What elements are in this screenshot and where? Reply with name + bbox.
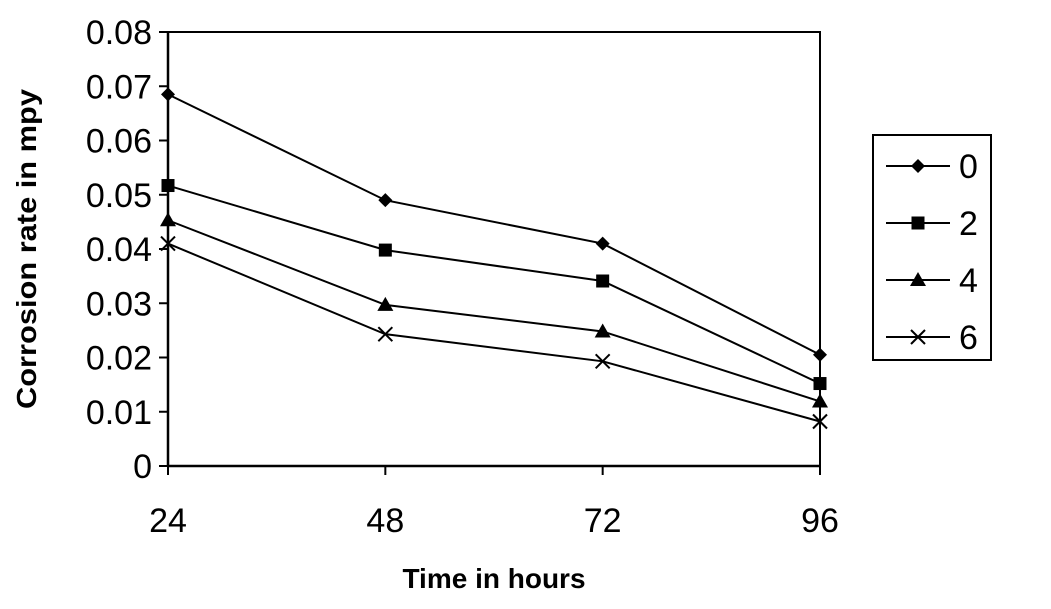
data-point	[812, 413, 828, 430]
legend-label: 4	[959, 262, 978, 300]
x-tick-label: 24	[149, 502, 187, 540]
legend-label: 0	[959, 148, 978, 186]
data-point	[594, 323, 611, 338]
legend-item: 6	[886, 319, 978, 357]
legend-marker	[910, 272, 926, 286]
data-point	[812, 393, 828, 408]
plot-area	[167, 31, 821, 467]
legend: 0 2 4 6	[872, 134, 992, 361]
series-4	[160, 212, 828, 408]
y-tick-label: 0.06	[86, 123, 152, 161]
legend-marker	[911, 216, 925, 230]
x-tick-label: 96	[801, 502, 839, 540]
data-point	[594, 353, 611, 370]
y-tick-group: 0 0.01 0.02 0.03 0.04 0.05 0.06 0.07 0.08	[86, 14, 168, 486]
y-tick-label: 0.07	[86, 68, 152, 106]
x-tick-group: 24 48 72 96	[149, 466, 839, 540]
series-6	[160, 235, 828, 430]
legend-item: 2	[886, 205, 978, 243]
data-point	[161, 87, 175, 102]
series-0	[161, 87, 827, 362]
series-group	[160, 87, 828, 430]
x-axis-title: Time in hours	[402, 563, 585, 594]
data-point	[813, 377, 827, 391]
legend-items: 0 2 4 6	[886, 148, 978, 357]
series-line	[167, 184, 821, 385]
legend-label: 6	[959, 319, 978, 357]
y-tick-label: 0.05	[86, 177, 152, 215]
y-axis-title: Corrosion rate in mpy	[11, 89, 42, 409]
legend-marker	[911, 159, 925, 173]
data-point	[813, 347, 827, 362]
y-tick-label: 0.04	[86, 231, 152, 269]
data-point	[378, 193, 393, 208]
legend-item: 0	[886, 148, 978, 186]
data-point	[160, 235, 176, 252]
x-tick-label: 72	[584, 502, 622, 540]
data-point	[377, 326, 394, 342]
series-line	[167, 219, 821, 403]
series-line	[167, 242, 821, 423]
data-point	[377, 296, 394, 311]
y-tick-label: 0.03	[86, 285, 152, 323]
data-point	[161, 179, 175, 193]
y-tick-label: 0.02	[86, 340, 152, 378]
y-tick-label: 0.01	[86, 394, 152, 432]
legend-box	[872, 134, 992, 361]
data-point	[378, 243, 392, 257]
legend-marker	[910, 329, 926, 345]
legend-label: 2	[959, 205, 978, 243]
legend-item: 4	[886, 262, 978, 300]
y-tick-label: 0.08	[86, 14, 152, 52]
data-point	[596, 274, 610, 288]
series-line	[167, 93, 821, 356]
x-tick-label: 48	[366, 502, 404, 540]
data-point	[160, 212, 176, 227]
y-tick-label: 0	[133, 448, 152, 486]
series-2	[161, 179, 827, 391]
data-point	[595, 236, 610, 251]
